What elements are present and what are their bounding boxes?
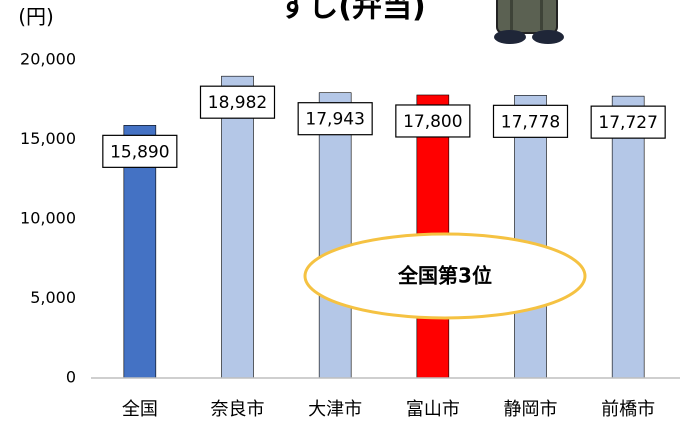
x-tick-label: 大津市 [308, 399, 362, 420]
y-tick-label: 5,000 [30, 288, 76, 307]
y-axis-unit: (円) [18, 5, 54, 29]
x-tick-label: 静岡市 [504, 399, 558, 420]
chart: すし(弁当) (円) 0 5,000 10,000 15,000 20,000 全国 奈良市… [0, 0, 699, 423]
bar [222, 76, 254, 378]
chart-title: すし(弁当) [278, 0, 425, 25]
x-tick-label: 全国 [122, 399, 158, 420]
x-tick-label: 前橋市 [601, 399, 655, 420]
y-tick-label: 20,000 [20, 50, 76, 69]
y-tick-label: 15,000 [20, 129, 76, 148]
value-label: 17,943 [305, 110, 364, 130]
value-label: 17,800 [403, 112, 462, 132]
x-tick-label: 奈良市 [211, 399, 265, 420]
value-label: 17,778 [501, 112, 560, 132]
value-label: 18,982 [208, 93, 267, 113]
y-tick-label: 10,000 [20, 209, 76, 228]
value-label: 17,727 [598, 113, 657, 133]
annotation: 全国第3位 [397, 264, 492, 288]
y-tick-label: 0 [66, 368, 76, 387]
bar [319, 93, 351, 378]
value-label: 15,890 [110, 142, 169, 162]
x-tick-label: 富山市 [406, 399, 460, 420]
